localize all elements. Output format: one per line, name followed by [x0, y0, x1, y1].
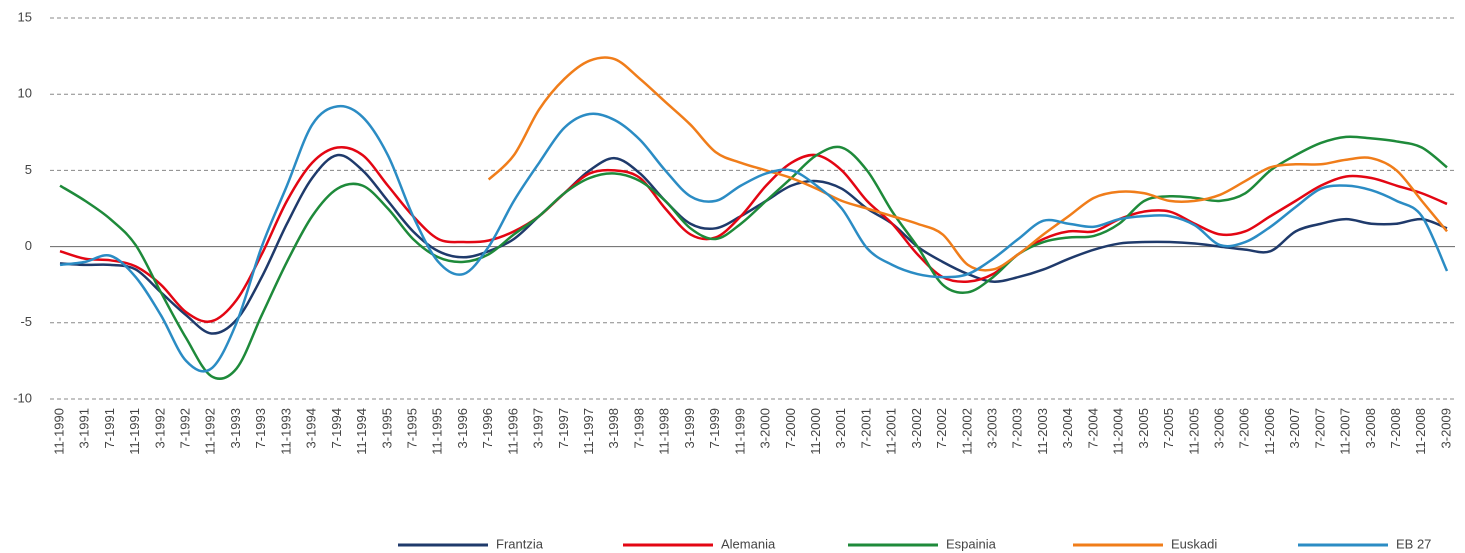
- y-tick-label: 0: [25, 238, 32, 253]
- x-tick-label: 3-1993: [228, 408, 243, 448]
- x-tick-label: 7-2003: [1010, 408, 1025, 448]
- x-tick-label: 3-2002: [909, 408, 924, 448]
- x-tick-label: 7-2008: [1388, 408, 1403, 448]
- x-tick-label: 11-1993: [278, 408, 293, 455]
- x-tick-label: 3-2000: [758, 408, 773, 448]
- legend-label: EB 27: [1396, 536, 1431, 551]
- x-tick-label: 3-2003: [985, 408, 1000, 448]
- x-tick-label: 11-1999: [732, 408, 747, 455]
- y-tick-label: 5: [25, 162, 32, 177]
- x-tick-label: 3-1997: [531, 408, 546, 448]
- x-tick-label: 3-1991: [77, 408, 92, 448]
- y-tick-label: -10: [13, 390, 32, 405]
- x-tick-label: 11-2005: [1186, 408, 1201, 455]
- legend-label: Alemania: [721, 536, 776, 551]
- x-tick-label: 11-2003: [1035, 408, 1050, 455]
- x-tick-label: 11-1990: [51, 408, 66, 455]
- y-tick-label: 15: [18, 9, 32, 24]
- x-tick-label: 7-2002: [934, 408, 949, 448]
- x-tick-label: 11-2006: [1262, 408, 1277, 455]
- x-tick-label: 7-1997: [556, 408, 571, 448]
- x-tick-label: 11-2004: [1111, 408, 1126, 455]
- x-tick-label: 11-2002: [959, 408, 974, 455]
- series-line: [59, 145, 1448, 323]
- y-tick-label: 10: [18, 86, 32, 101]
- x-tick-label: 11-2000: [808, 408, 823, 455]
- x-tick-label: 7-1991: [102, 408, 117, 448]
- legend-label: Frantzia: [496, 536, 544, 551]
- x-tick-label: 11-2007: [1338, 408, 1353, 455]
- x-tick-label: 11-1995: [430, 408, 445, 455]
- x-tick-label: 11-2001: [884, 408, 899, 455]
- x-tick-label: 11-1996: [505, 408, 520, 455]
- x-tick-label: 3-1999: [682, 408, 697, 448]
- x-tick-label: 11-1992: [203, 408, 218, 455]
- x-tick-label: 3-2009: [1438, 408, 1453, 448]
- x-tick-label: 11-1994: [354, 408, 369, 455]
- x-tick-label: 7-2005: [1161, 408, 1176, 448]
- x-tick-label: 7-1992: [178, 408, 193, 448]
- x-tick-label: 7-1995: [404, 408, 419, 448]
- series-line: [59, 135, 1448, 380]
- x-tick-label: 11-1991: [127, 408, 142, 455]
- x-tick-label: 7-2000: [783, 408, 798, 448]
- x-tick-label: 7-1999: [707, 408, 722, 448]
- x-tick-label: 3-1995: [379, 408, 394, 448]
- x-tick-label: 7-1996: [480, 408, 495, 448]
- x-tick-label: 7-2001: [858, 408, 873, 448]
- x-tick-label: 7-1993: [253, 408, 268, 448]
- x-tick-label: 3-1994: [304, 408, 319, 448]
- x-tick-label: 7-1994: [329, 408, 344, 448]
- x-tick-label: 7-2004: [1085, 408, 1100, 448]
- x-tick-label: 3-2006: [1211, 408, 1226, 448]
- y-tick-label: -5: [20, 314, 32, 329]
- x-tick-label: 11-2008: [1413, 408, 1428, 455]
- x-tick-label: 3-2004: [1060, 408, 1075, 448]
- series-line: [59, 104, 1449, 373]
- legend-label: Espainia: [946, 536, 997, 551]
- x-tick-label: 3-1992: [152, 408, 167, 448]
- x-tick-label: 7-2006: [1237, 408, 1252, 448]
- x-tick-label: 11-1997: [581, 408, 596, 455]
- x-tick-label: 3-1996: [455, 408, 470, 448]
- series-line: [59, 153, 1448, 335]
- x-tick-label: 3-2001: [833, 408, 848, 448]
- x-tick-label: 3-1998: [606, 408, 621, 448]
- x-tick-label: 7-2007: [1312, 408, 1327, 448]
- x-tick-label: 7-1998: [631, 408, 646, 448]
- x-tick-label: 3-2005: [1136, 408, 1151, 448]
- series-line: [487, 56, 1448, 272]
- x-tick-label: 11-1998: [657, 408, 672, 455]
- x-tick-label: 3-2008: [1363, 408, 1378, 448]
- x-tick-label: 3-2007: [1287, 408, 1302, 448]
- legend-label: Euskadi: [1171, 536, 1217, 551]
